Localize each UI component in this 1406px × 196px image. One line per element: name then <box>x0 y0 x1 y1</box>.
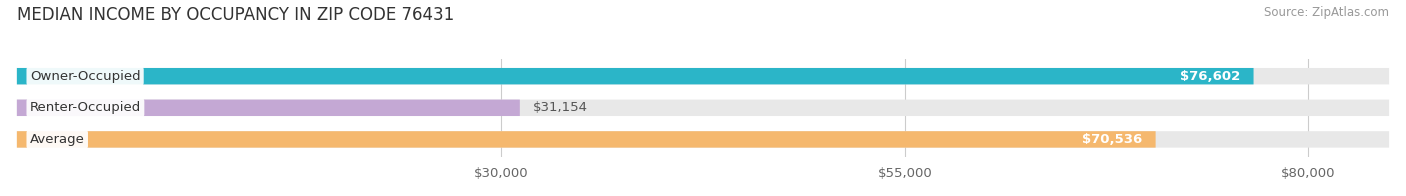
Text: Owner-Occupied: Owner-Occupied <box>30 70 141 83</box>
FancyBboxPatch shape <box>17 100 1389 116</box>
FancyBboxPatch shape <box>17 131 1156 148</box>
Text: Source: ZipAtlas.com: Source: ZipAtlas.com <box>1264 6 1389 19</box>
Text: $70,536: $70,536 <box>1083 133 1143 146</box>
FancyBboxPatch shape <box>17 68 1254 84</box>
Text: $31,154: $31,154 <box>533 101 588 114</box>
Text: Average: Average <box>30 133 84 146</box>
FancyBboxPatch shape <box>17 131 1389 148</box>
Text: $76,602: $76,602 <box>1181 70 1240 83</box>
Text: Renter-Occupied: Renter-Occupied <box>30 101 141 114</box>
FancyBboxPatch shape <box>17 100 520 116</box>
FancyBboxPatch shape <box>17 68 1389 84</box>
Text: MEDIAN INCOME BY OCCUPANCY IN ZIP CODE 76431: MEDIAN INCOME BY OCCUPANCY IN ZIP CODE 7… <box>17 6 454 24</box>
